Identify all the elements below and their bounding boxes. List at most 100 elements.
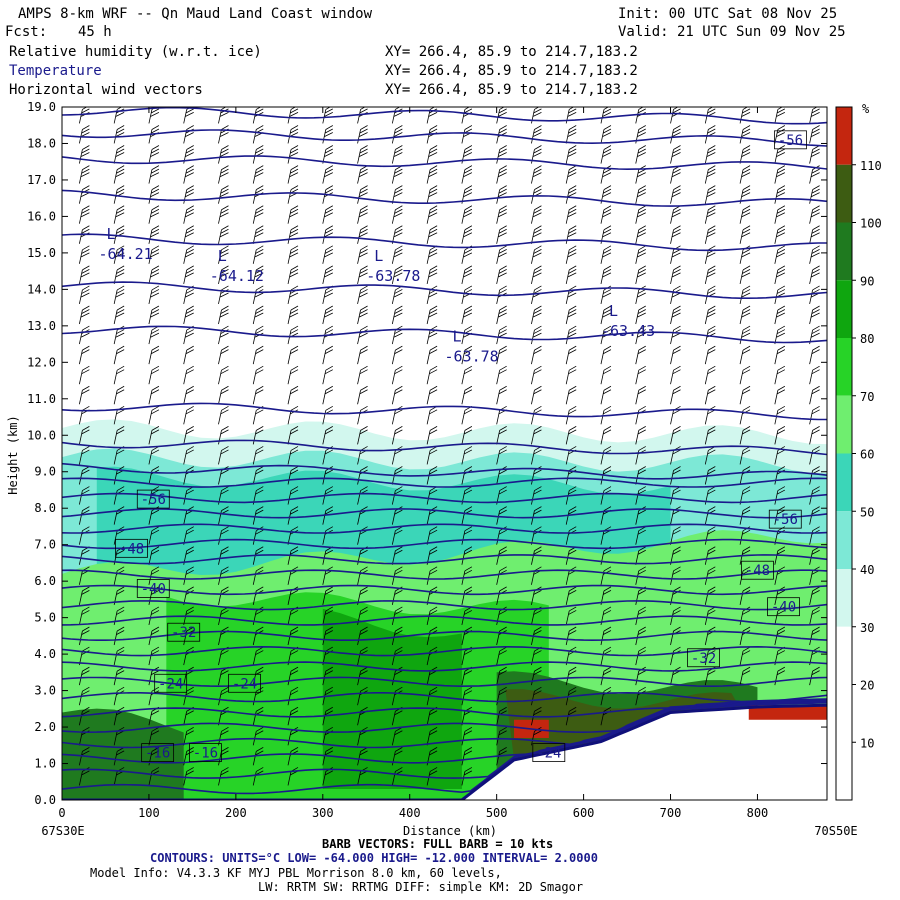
wind-barb-flag [81,252,90,258]
wind-barb-flag [185,108,194,114]
wind-barb-flag [603,245,612,251]
wind-barb-flag [777,449,786,455]
wind-barb [322,390,327,405]
wind-barb [218,169,222,184]
wind-barb-flag [185,389,194,395]
wind-barb-flag [116,449,125,455]
wind-barb-flag [777,666,786,672]
wind-barb-flag [603,265,612,271]
wind-barb-flag [777,305,786,311]
wind-barb [218,189,222,204]
wind-barb-flag [603,389,612,395]
wind-barb-flag [116,305,125,311]
wind-barb [531,229,535,244]
wind-barb-flag [499,706,507,712]
wind-barb-flag [638,426,646,431]
wind-barb-flag [707,429,716,435]
wind-barb-flag [811,332,820,338]
wind-barb-flag [116,706,125,712]
wind-barb [218,530,222,545]
wind-barb [739,610,744,626]
wind-barb-flag [498,369,507,375]
y-tick-label: 9.0 [34,465,56,479]
wind-barb-flag [603,145,612,150]
wind-barb-flag [359,212,368,218]
wind-barb-flag [81,108,90,114]
wind-barb [148,630,153,646]
wind-barb-flag [534,185,542,191]
wind-barb-flag [394,650,403,655]
wind-barb-flag [185,409,194,415]
wind-barb [704,370,709,385]
y-tick-label: 7.0 [34,538,56,552]
wind-barb-flag [395,486,403,491]
wind-barb [322,209,327,224]
wind-barb-flag [499,426,507,431]
wind-barb-flag [498,112,507,117]
wind-barb [357,731,361,746]
wind-barb [426,470,431,485]
wind-barb [704,490,709,505]
wind-barb-flag [186,546,194,552]
wind-barb [322,430,327,445]
wind-barb-flag [82,345,90,351]
low-value: -63.78 [445,347,499,365]
wind-barb-flag [81,132,90,137]
wind-barb-flag [325,185,333,191]
y-tick-label: 17.0 [27,173,56,187]
wind-barb-flag [567,232,577,238]
wind-barb-flag [185,610,194,615]
wind-barb-flag [429,148,438,154]
wind-barb-flag [255,650,264,655]
wind-barb [218,149,222,164]
temperature-label-box [115,538,148,558]
wind-barb-flag [568,670,577,675]
wind-barb [113,410,118,425]
wind-barb-flag [533,590,542,595]
wind-barb-flag [533,469,542,475]
wind-barb-flag [602,272,612,278]
wind-barb [287,731,292,746]
wind-barb-flag [325,188,333,194]
wind-barb-flag [777,185,786,191]
wind-barb [704,269,709,284]
wind-barb-flag [82,365,90,371]
wind-barb-flag [394,349,403,354]
colorbar-label: 70 [860,390,874,404]
wind-barb [461,430,466,445]
wind-barb-flag [707,569,716,575]
wind-barb-flag [672,549,681,555]
wind-barb [148,229,153,244]
wind-barb-flag [82,646,90,652]
wind-barb-flag [428,172,438,177]
wind-barb-flag [151,610,160,615]
wind-barb [113,209,118,224]
wind-barb-flag [428,292,438,298]
wind-barb [113,229,118,244]
wind-barb [391,149,396,164]
wind-barb-flag [777,329,786,334]
wind-barb-flag [82,446,90,451]
wind-barb-flag [638,466,646,471]
temperature-contour [62,615,827,626]
wind-barb [496,390,501,405]
wind-barb-flag [464,185,473,191]
wind-barb-flag [672,269,681,274]
wind-barb-flag [637,252,646,258]
wind-barb-flag [569,626,577,632]
wind-barb [391,490,396,505]
wind-barb [600,410,605,425]
wind-barb [739,370,744,385]
wind-barb-flag [82,426,90,431]
wind-barb-flag [116,506,125,511]
wind-barb-flag [290,590,299,595]
wind-barb [600,350,605,365]
wind-barb [809,189,814,204]
colorbar-segment [836,338,852,396]
wind-barb-flag [290,626,299,632]
wind-barb-flag [602,172,612,177]
wind-barb-flag [151,269,160,274]
wind-barb-flag [186,466,194,471]
wind-barb-flag [464,225,473,231]
wind-barb-flag [567,192,577,198]
